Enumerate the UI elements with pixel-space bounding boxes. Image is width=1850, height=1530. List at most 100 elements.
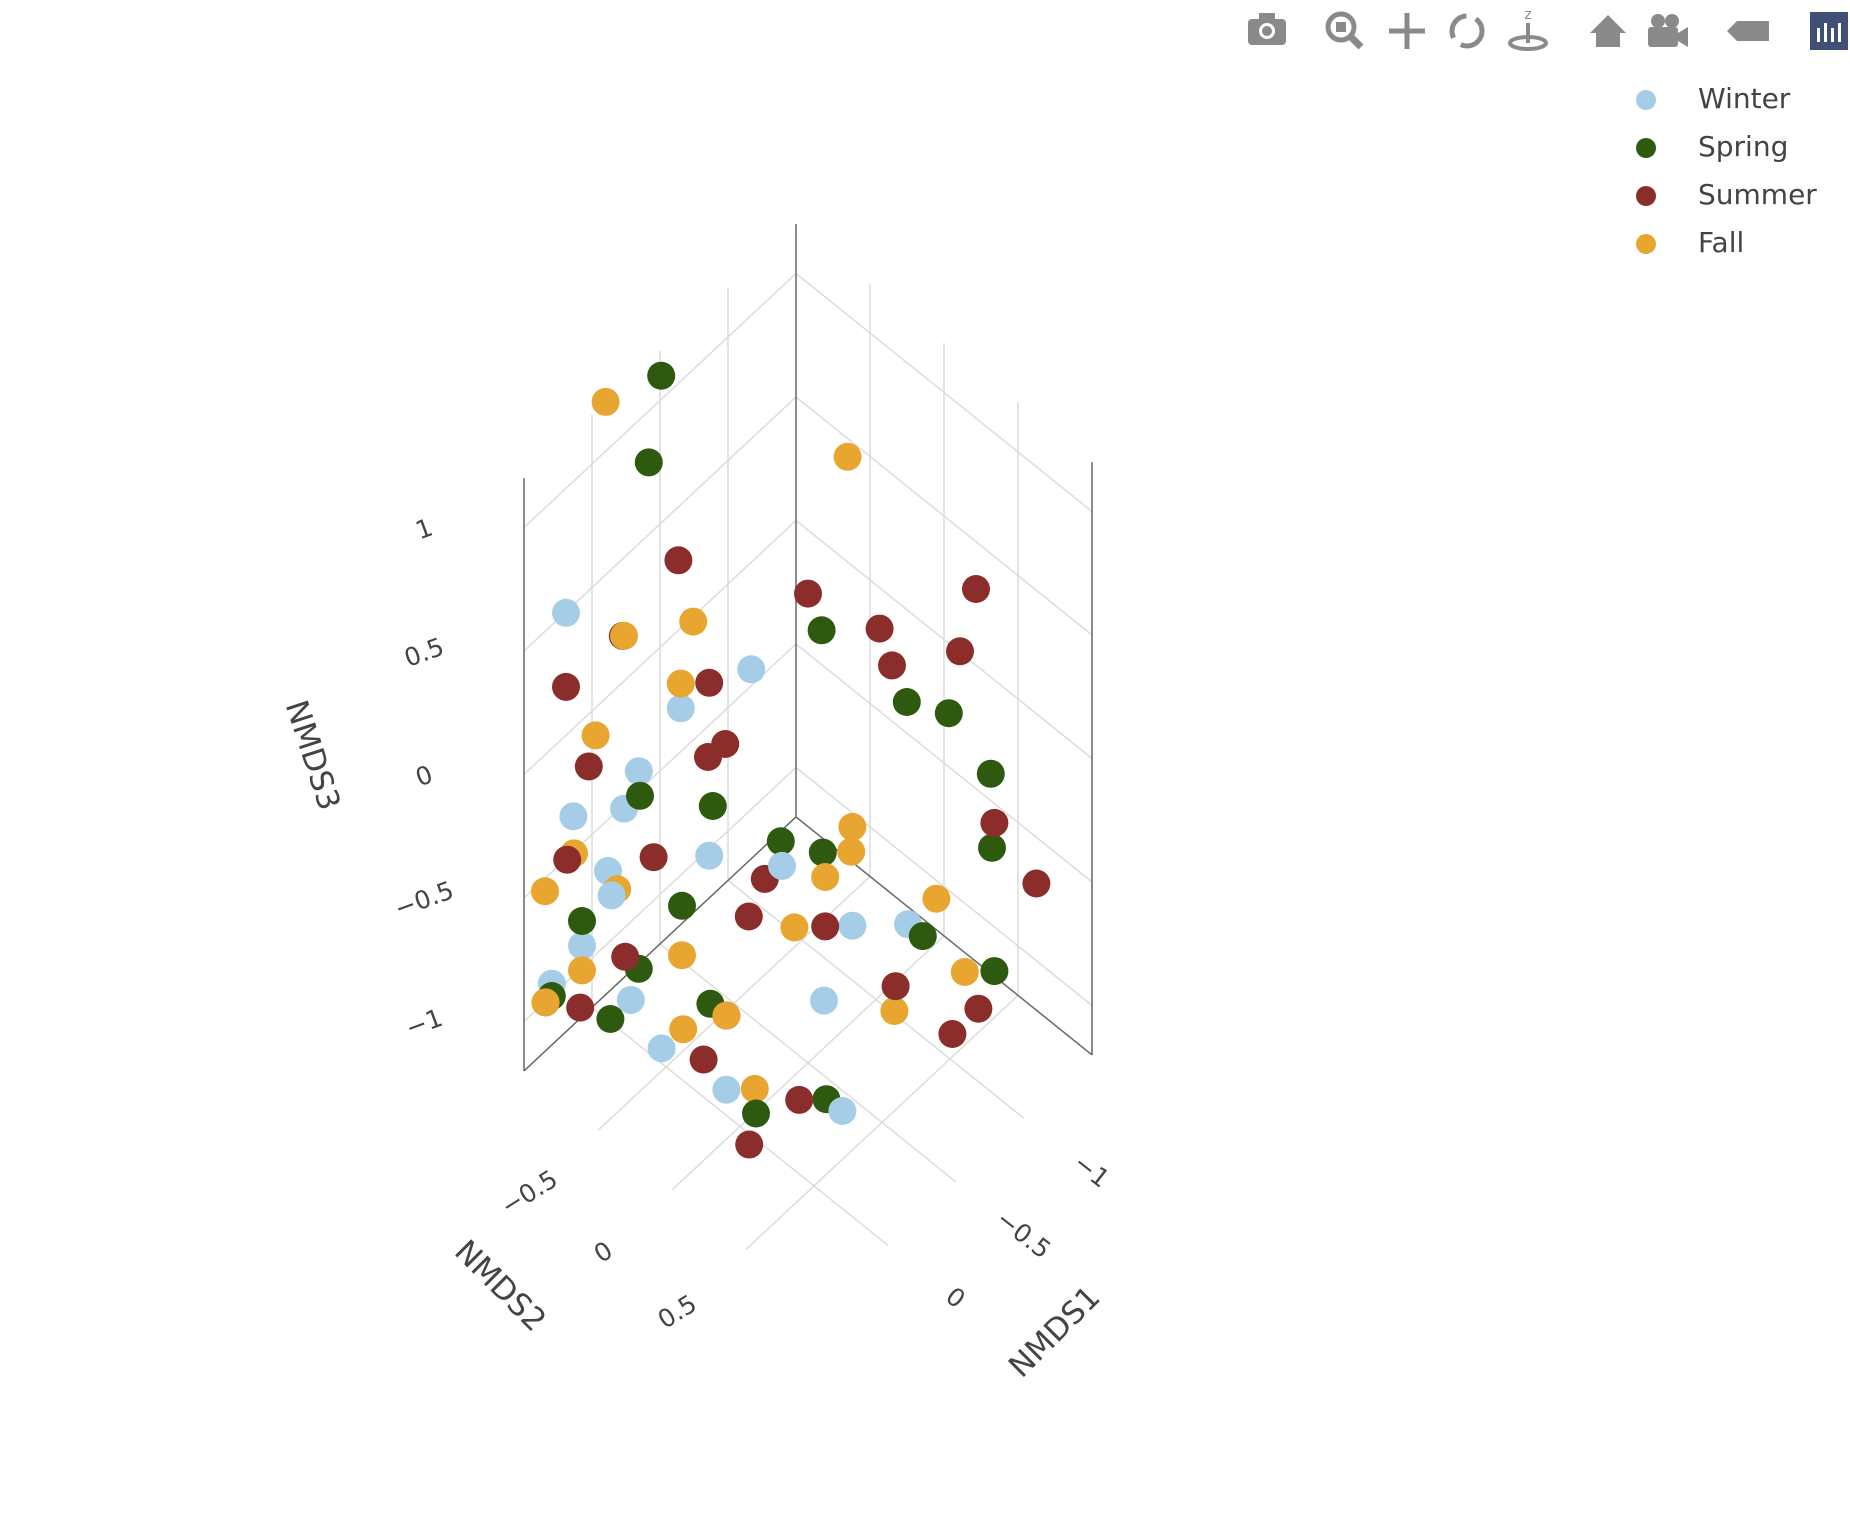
point bbox=[712, 1075, 741, 1104]
point bbox=[666, 669, 695, 698]
point bbox=[668, 941, 696, 970]
point bbox=[647, 361, 676, 390]
point bbox=[881, 972, 910, 1001]
zoom-button[interactable] bbox=[1325, 11, 1364, 50]
modebar: z bbox=[1248, 7, 1848, 51]
z-tick-label: −0.5 bbox=[391, 875, 458, 923]
point bbox=[807, 616, 836, 645]
point bbox=[810, 986, 838, 1015]
legend-marker[interactable] bbox=[1636, 138, 1656, 158]
point bbox=[978, 833, 1006, 862]
point bbox=[679, 607, 708, 636]
point bbox=[828, 1097, 857, 1125]
x-tick-label: −0.5 bbox=[991, 1204, 1057, 1264]
legend-label[interactable]: Fall bbox=[1698, 226, 1744, 259]
point bbox=[811, 912, 840, 941]
point bbox=[568, 931, 596, 960]
turntable-button[interactable]: z bbox=[1508, 7, 1548, 51]
grid-line bbox=[745, 994, 1019, 1250]
z-tick-label: 0.5 bbox=[400, 632, 447, 673]
point bbox=[531, 877, 559, 906]
grid-line bbox=[523, 272, 797, 529]
y-tick-label: 0.5 bbox=[653, 1289, 702, 1335]
legend-marker[interactable] bbox=[1636, 90, 1656, 110]
legend-marker[interactable] bbox=[1636, 186, 1656, 206]
legend-label[interactable]: Spring bbox=[1698, 130, 1788, 163]
point bbox=[611, 942, 640, 971]
point bbox=[568, 907, 596, 935]
point bbox=[838, 911, 867, 940]
point bbox=[552, 598, 580, 627]
y-tick-label: 0 bbox=[589, 1236, 618, 1269]
point bbox=[938, 1020, 967, 1048]
point bbox=[980, 957, 1009, 986]
point bbox=[962, 575, 990, 603]
point bbox=[768, 851, 796, 880]
point bbox=[626, 781, 654, 810]
grid-line bbox=[795, 643, 1093, 883]
grid-line bbox=[523, 519, 797, 776]
point bbox=[591, 387, 620, 416]
point bbox=[922, 884, 951, 913]
point bbox=[964, 994, 993, 1023]
point bbox=[596, 1005, 625, 1033]
point bbox=[742, 1099, 770, 1128]
point bbox=[785, 1085, 814, 1114]
legend-marker[interactable] bbox=[1636, 234, 1656, 254]
point bbox=[581, 721, 610, 750]
point bbox=[780, 913, 809, 942]
hover-button[interactable] bbox=[1727, 21, 1769, 41]
z-axis-title: NMDS3 bbox=[278, 696, 347, 815]
point bbox=[610, 621, 638, 650]
point bbox=[624, 757, 653, 786]
x-axis-title: NMDS1 bbox=[1002, 1279, 1108, 1385]
point bbox=[574, 752, 603, 781]
point bbox=[740, 1074, 769, 1103]
axis-line bbox=[523, 816, 797, 1072]
camera-button[interactable] bbox=[1248, 13, 1286, 45]
point bbox=[711, 730, 740, 758]
point bbox=[695, 841, 724, 870]
point bbox=[811, 863, 840, 891]
x-tick-label: 0 bbox=[940, 1281, 970, 1314]
point bbox=[737, 655, 766, 684]
grid-line bbox=[523, 766, 797, 1023]
point bbox=[552, 672, 580, 701]
grid-line bbox=[795, 519, 1093, 760]
camera-view-button[interactable] bbox=[1648, 14, 1688, 47]
z-tick-label: 1 bbox=[412, 513, 437, 546]
point bbox=[1022, 869, 1051, 898]
legend-label[interactable]: Summer bbox=[1698, 178, 1817, 211]
point bbox=[946, 637, 974, 666]
point bbox=[566, 993, 595, 1022]
point bbox=[616, 985, 645, 1014]
point bbox=[712, 1001, 741, 1030]
point bbox=[880, 997, 909, 1025]
point bbox=[669, 1015, 698, 1044]
z-tick-label: 0 bbox=[412, 760, 437, 793]
point bbox=[865, 614, 894, 643]
z-tick-label: −1 bbox=[402, 1003, 447, 1043]
point bbox=[794, 579, 822, 608]
point bbox=[695, 668, 724, 697]
point bbox=[734, 902, 763, 931]
plotly-logo[interactable] bbox=[1810, 12, 1848, 50]
grid-line bbox=[795, 396, 1093, 636]
points bbox=[531, 361, 1051, 1159]
point bbox=[597, 881, 626, 910]
point bbox=[666, 694, 695, 723]
point bbox=[553, 845, 582, 874]
y-axis-title: NMDS2 bbox=[447, 1233, 553, 1339]
point bbox=[664, 546, 693, 575]
point bbox=[950, 958, 979, 986]
point bbox=[668, 891, 696, 920]
point bbox=[980, 808, 1009, 837]
point bbox=[808, 838, 837, 867]
reset-button[interactable] bbox=[1590, 15, 1626, 47]
pan-button[interactable] bbox=[1389, 13, 1425, 49]
x-tick-label: −1 bbox=[1068, 1148, 1115, 1194]
orbit-button[interactable] bbox=[1449, 13, 1485, 49]
point bbox=[568, 956, 596, 985]
legend-label[interactable]: Winter bbox=[1698, 82, 1791, 115]
